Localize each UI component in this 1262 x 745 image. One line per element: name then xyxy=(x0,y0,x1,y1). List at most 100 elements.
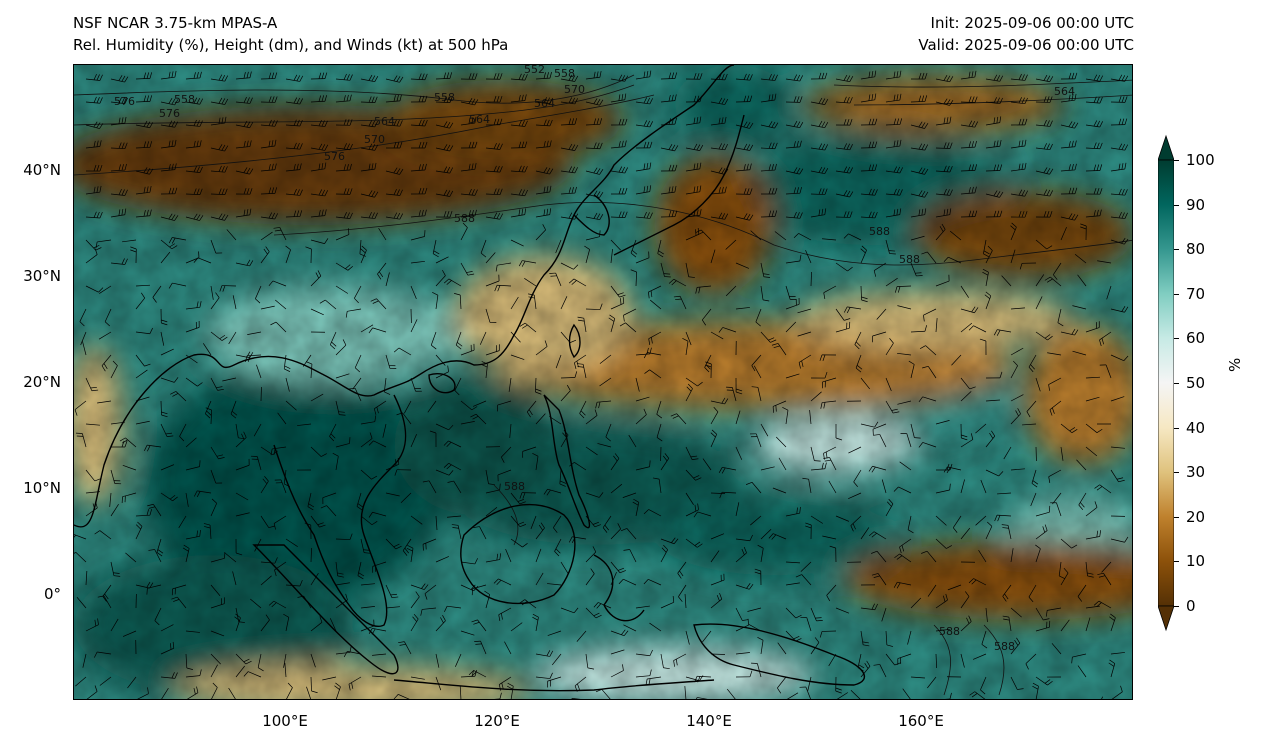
wind-barb xyxy=(535,413,546,425)
wind-barb xyxy=(610,74,629,82)
wind-barb xyxy=(881,607,887,622)
wind-barb xyxy=(960,140,977,149)
wind-barb xyxy=(1110,162,1127,172)
wind-barb xyxy=(810,166,829,175)
colorbar-tick-mark xyxy=(1174,606,1179,607)
wind-barb xyxy=(179,423,187,442)
wind-barb xyxy=(660,185,677,195)
lon-label: 120°E xyxy=(474,712,520,730)
wind-barb xyxy=(897,305,912,310)
wind-barb xyxy=(1099,696,1104,699)
wind-barb xyxy=(247,331,262,335)
colorbar-tick-label: 20 xyxy=(1186,507,1206,526)
wind-barb xyxy=(160,348,174,356)
wind-barb xyxy=(410,613,419,632)
wind-barb xyxy=(230,400,238,419)
wind-barb xyxy=(726,688,737,699)
wind-barb xyxy=(910,95,928,103)
wind-barb xyxy=(135,292,146,310)
wind-barb xyxy=(1060,93,1077,103)
wind-barb xyxy=(160,464,175,471)
wind-barb xyxy=(960,653,965,668)
wind-barb xyxy=(273,227,287,241)
wind-barb xyxy=(370,298,387,310)
wind-barb xyxy=(560,97,578,105)
wind-barb xyxy=(994,514,1012,522)
wind-barb xyxy=(160,377,179,383)
wind-barb xyxy=(1060,423,1078,434)
wind-barb xyxy=(635,408,647,425)
wind-barb xyxy=(585,71,602,80)
wind-barb xyxy=(260,119,278,127)
wind-barb xyxy=(435,423,454,431)
wind-barb xyxy=(1010,468,1025,471)
wind-barb xyxy=(535,119,553,127)
wind-barb xyxy=(718,327,737,333)
wind-barb xyxy=(185,377,203,387)
wind-barb xyxy=(985,190,1004,198)
wind-barb xyxy=(410,434,417,448)
wind-barb xyxy=(485,483,501,494)
wind-barb xyxy=(960,164,978,172)
wind-barb xyxy=(1060,619,1070,632)
wind-barb xyxy=(656,400,663,419)
wind-barbs xyxy=(74,70,1129,699)
wind-barb xyxy=(422,538,437,551)
wind-barb xyxy=(160,163,177,172)
wind-barb xyxy=(530,515,537,530)
contour-label: 576 xyxy=(114,95,135,108)
wind-barb xyxy=(1010,676,1024,690)
wind-barb xyxy=(359,239,366,257)
wind-barb xyxy=(310,162,327,172)
wind-barb xyxy=(460,400,478,411)
wind-barb xyxy=(85,685,98,699)
wind-barb xyxy=(160,400,168,418)
wind-barb xyxy=(222,377,237,382)
wind-barb xyxy=(985,245,993,264)
wind-barb xyxy=(335,582,350,586)
contour-label: 558 xyxy=(174,93,195,106)
wind-barb xyxy=(410,583,429,590)
wind-barb xyxy=(1060,163,1077,172)
wind-barb xyxy=(585,212,604,221)
wind-barb xyxy=(535,167,554,175)
wind-barb xyxy=(275,299,287,310)
wind-barb xyxy=(485,118,503,126)
wind-barb xyxy=(1101,561,1112,573)
wind-barb xyxy=(682,337,689,356)
wind-barb xyxy=(273,515,287,530)
wind-barb xyxy=(135,581,154,589)
wind-barb xyxy=(960,70,977,80)
wind-barb xyxy=(210,285,214,300)
wind-barb xyxy=(524,278,537,287)
wind-barb xyxy=(1048,469,1062,483)
contour-label: 570 xyxy=(364,133,385,146)
wind-barb xyxy=(460,262,475,276)
wind-barb xyxy=(410,591,420,609)
wind-barb xyxy=(127,676,137,689)
wind-barb xyxy=(635,460,651,471)
wind-barb xyxy=(94,530,112,540)
wind-barb xyxy=(1085,617,1091,632)
wind-barb xyxy=(109,492,112,507)
wind-barb xyxy=(360,538,371,554)
wind-barb xyxy=(1085,120,1104,128)
wind-barb xyxy=(1035,189,1054,197)
wind-barb xyxy=(807,676,812,691)
wind-barb xyxy=(753,365,762,379)
wind-barb xyxy=(1002,615,1012,632)
wind-barb xyxy=(310,676,318,694)
wind-barb xyxy=(485,692,502,699)
wind-barb xyxy=(635,141,653,149)
wind-barb xyxy=(510,73,528,81)
wind-barb xyxy=(135,521,143,540)
contour-label: 576 xyxy=(324,150,345,163)
wind-barb xyxy=(160,492,178,502)
wind-barb xyxy=(660,72,678,80)
wind-barb xyxy=(585,546,597,563)
wind-barb xyxy=(935,274,950,287)
wind-barb xyxy=(577,316,587,333)
wind-barb xyxy=(860,70,877,80)
wind-barb xyxy=(735,534,753,542)
wind-barb xyxy=(210,446,225,460)
